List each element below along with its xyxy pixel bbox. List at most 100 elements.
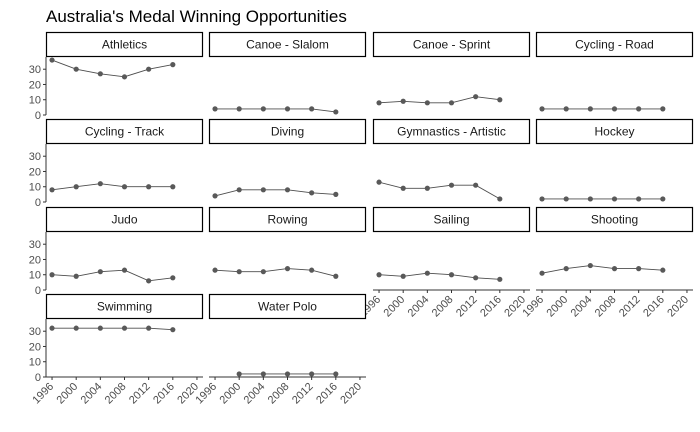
strip-label: Cycling - Road — [575, 38, 654, 52]
panel-hockey: Hockey — [535, 118, 694, 202]
strip-box — [208, 293, 367, 320]
data-point — [473, 275, 479, 281]
data-point — [284, 106, 291, 112]
strip-box — [535, 31, 694, 58]
data-point — [260, 187, 266, 193]
strip-box — [535, 118, 694, 145]
facet-panels: Athletics 0 10 20 30 Canoe - Slalom Canoe - Sp… — [29, 31, 694, 407]
series-line — [51, 183, 173, 191]
x-tick-label: 2000 — [218, 381, 244, 407]
series-line — [52, 327, 173, 331]
data-point — [473, 182, 479, 188]
data-point — [376, 100, 382, 106]
x-tick-label: 2016 — [151, 381, 177, 407]
series-line — [378, 272, 500, 280]
data-point — [146, 325, 152, 331]
x-tick-label: 2008 — [593, 294, 619, 320]
series-line — [51, 59, 173, 78]
strip-label: Swimming — [97, 300, 152, 314]
x-tick-label: 2012 — [454, 294, 480, 320]
data-point — [448, 182, 455, 188]
data-point — [49, 272, 55, 278]
x-tick-label: 2004 — [79, 381, 105, 407]
strip-label: Canoe - Slalom — [246, 38, 329, 52]
data-point — [563, 266, 569, 272]
y-tick-label: 10 — [29, 270, 41, 282]
strip-box — [208, 118, 367, 145]
y-tick-label: 30 — [29, 239, 41, 251]
data-point — [611, 196, 618, 202]
series-line — [214, 189, 336, 197]
data-point — [97, 71, 103, 77]
data-point — [376, 272, 382, 278]
y-tick-label: 10 — [29, 357, 41, 369]
data-point — [563, 106, 569, 112]
data-point — [146, 66, 152, 72]
panel-judo: Judo 0 10 20 30 — [29, 206, 204, 297]
strip-box — [208, 206, 367, 233]
data-point — [424, 100, 430, 106]
data-point — [333, 191, 339, 197]
data-point — [97, 269, 103, 275]
data-point — [497, 97, 503, 103]
y-tick-label: 20 — [29, 254, 41, 266]
panel-gymnastics-artistic: Gymnastics - Artistic — [372, 118, 531, 202]
strip-label: Sailing — [433, 213, 469, 227]
data-point — [236, 187, 242, 193]
x-tick-label: 1996 — [193, 381, 219, 407]
data-point — [121, 267, 128, 273]
data-point — [400, 185, 406, 191]
strip-box — [372, 31, 531, 58]
panel-canoe-slalom: Canoe - Slalom — [208, 31, 367, 115]
panel-rowing: Rowing — [208, 206, 367, 279]
data-point — [660, 267, 666, 273]
y-tick-label: 10 — [29, 182, 41, 194]
data-point — [170, 62, 176, 68]
data-point — [260, 106, 266, 112]
panel-cycling-track: Cycling - Track 0 10 20 30 — [29, 118, 204, 209]
data-point — [448, 272, 455, 278]
strip-label: Judo — [111, 213, 137, 227]
series-line — [541, 265, 663, 274]
data-point — [587, 106, 593, 112]
data-point — [333, 371, 339, 377]
x-tick-label: 2012 — [290, 381, 316, 407]
strip-label: Canoe - Sprint — [413, 38, 491, 52]
data-point — [424, 270, 430, 276]
strip-box — [535, 206, 694, 233]
strip-box — [208, 31, 367, 58]
data-point — [212, 106, 218, 112]
strip-label: Shooting — [591, 213, 638, 227]
data-point — [539, 270, 545, 276]
strip-box — [45, 206, 204, 233]
data-point — [73, 273, 79, 279]
x-tick-label: 2000 — [545, 294, 571, 320]
data-point — [121, 325, 128, 331]
data-point — [146, 278, 152, 284]
data-point — [170, 184, 176, 190]
y-tick-label: 0 — [35, 197, 41, 209]
strip-label: Rowing — [267, 213, 307, 227]
data-point — [309, 106, 315, 112]
chart-title: Australia's Medal Winning Opportunities — [46, 7, 347, 26]
series-line — [51, 269, 173, 282]
data-point — [309, 267, 315, 273]
x-tick-label: 2008 — [103, 381, 129, 407]
data-point — [212, 267, 218, 273]
x-tick-label: 2008 — [266, 381, 292, 407]
x-tick-label: 2000 — [55, 381, 81, 407]
data-point — [611, 106, 618, 112]
data-point — [424, 185, 430, 191]
data-point — [587, 196, 593, 202]
x-tick-label: 2016 — [641, 294, 667, 320]
x-tick-label: 2020 — [338, 381, 364, 407]
data-point — [376, 179, 382, 185]
strip-box — [372, 206, 531, 233]
panel-cycling-road: Cycling - Road — [535, 31, 694, 112]
strip-box — [372, 118, 531, 145]
data-point — [284, 266, 291, 272]
data-point — [497, 196, 503, 202]
y-tick-label: 20 — [29, 341, 41, 353]
data-point — [333, 109, 339, 115]
data-point — [212, 193, 218, 199]
